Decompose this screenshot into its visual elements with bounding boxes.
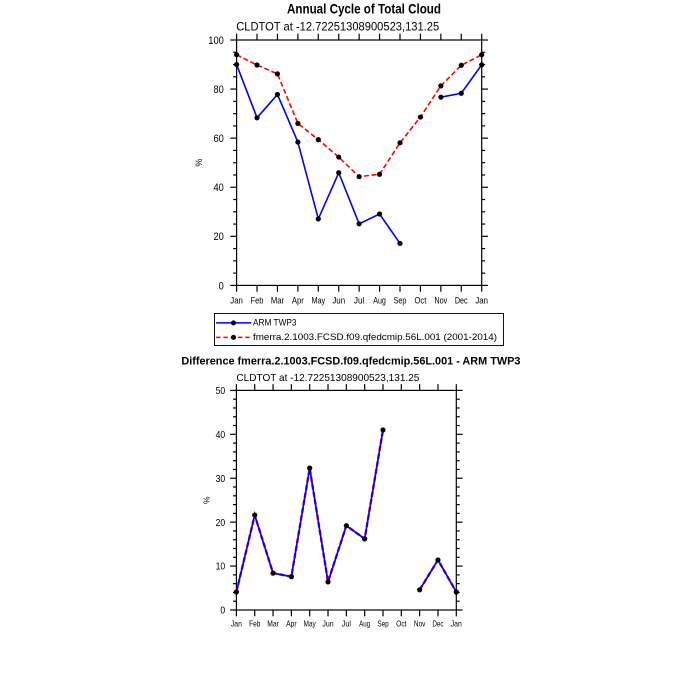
svg-text:CLDTOT at -12.72251308900523,1: CLDTOT at -12.72251308900523,131.25 [236,20,439,33]
svg-text:40: 40 [216,430,226,441]
svg-text:Feb: Feb [251,296,264,306]
svg-text:CLDTOT at -12.72251308900523,1: CLDTOT at -12.72251308900523,131.25 [236,373,419,384]
svg-text:Jan: Jan [230,296,243,306]
svg-text:0: 0 [219,280,224,292]
svg-text:30: 30 [216,474,226,485]
svg-text:20: 20 [213,231,223,243]
svg-text:Nov: Nov [434,296,447,306]
svg-text:Nov: Nov [414,620,426,629]
svg-text:Jun: Jun [332,296,345,306]
svg-text:Jul: Jul [354,296,365,306]
svg-text:Difference fmerra.2.1003.FCSD.: Difference fmerra.2.1003.FCSD.f09.qfedcm… [181,356,520,368]
svg-text:Sep: Sep [394,296,407,306]
svg-text:Jun: Jun [322,620,333,629]
svg-text:Aug: Aug [359,620,370,629]
svg-text:ARM TWP3: ARM TWP3 [253,317,297,328]
svg-text:40: 40 [213,182,223,194]
svg-text:fmerra.2.1003.FCSD.f09.qfedcmi: fmerra.2.1003.FCSD.f09.qfedcmip.56L.001 … [253,332,497,343]
svg-text:Apr: Apr [292,296,304,306]
svg-text:%: % [194,159,204,167]
svg-text:Dec: Dec [455,296,468,306]
svg-text:Oct: Oct [415,296,427,306]
svg-text:%: % [201,496,211,504]
svg-text:60: 60 [213,133,223,145]
svg-text:Annual Cycle of Total Cloud: Annual Cycle of Total Cloud [287,1,441,16]
svg-text:Oct: Oct [396,620,407,629]
svg-text:80: 80 [213,84,223,96]
svg-text:Jan: Jan [451,620,462,629]
svg-text:20: 20 [216,518,226,529]
svg-text:Jan: Jan [231,620,242,629]
svg-text:0: 0 [220,606,225,617]
svg-text:May: May [304,620,317,629]
svg-text:Apr: Apr [286,620,297,629]
svg-text:Mar: Mar [267,620,279,629]
svg-text:Mar: Mar [271,296,284,306]
svg-text:Jan: Jan [475,296,488,306]
svg-text:50: 50 [216,386,226,397]
svg-text:10: 10 [216,562,226,573]
svg-text:Dec: Dec [432,620,443,629]
svg-text:Jul: Jul [342,620,351,629]
svg-text:100: 100 [208,35,224,47]
svg-text:May: May [311,296,325,306]
svg-text:Sep: Sep [377,620,389,629]
svg-text:Aug: Aug [373,296,386,306]
svg-text:Feb: Feb [249,620,261,629]
